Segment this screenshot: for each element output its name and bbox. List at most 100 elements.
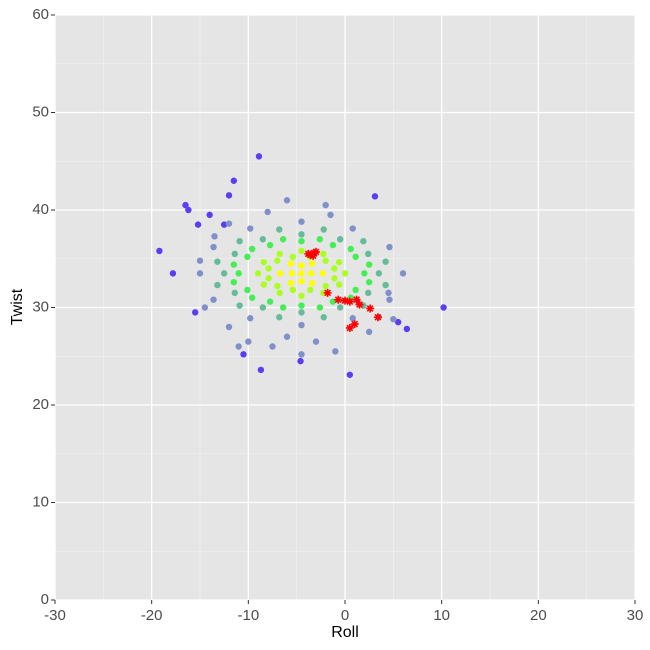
point — [264, 208, 271, 216]
point — [194, 221, 202, 228]
point — [375, 270, 383, 277]
point — [336, 258, 343, 266]
point — [365, 278, 373, 286]
point — [316, 236, 324, 243]
point — [210, 243, 217, 251]
point — [298, 277, 305, 285]
point — [236, 238, 243, 245]
point — [361, 270, 368, 277]
point — [308, 260, 316, 267]
point — [322, 201, 329, 209]
point — [360, 238, 367, 245]
point — [307, 286, 314, 294]
point — [276, 289, 283, 297]
point — [220, 221, 228, 228]
star-point — [323, 288, 332, 297]
point — [289, 286, 296, 294]
point — [274, 282, 281, 290]
point — [382, 281, 389, 289]
point — [206, 211, 213, 219]
point — [214, 281, 221, 289]
star-point — [355, 300, 364, 309]
point — [196, 270, 204, 277]
point — [266, 298, 274, 305]
point — [266, 241, 274, 249]
point — [169, 270, 177, 277]
point — [382, 258, 389, 265]
point — [225, 220, 233, 227]
point — [201, 304, 209, 311]
point — [297, 357, 304, 365]
point — [235, 270, 242, 277]
point — [265, 275, 272, 282]
x-tick-label: 20 — [530, 607, 547, 624]
point — [230, 278, 238, 286]
point — [259, 236, 267, 243]
point — [327, 211, 334, 219]
point — [279, 304, 287, 311]
point — [307, 270, 315, 277]
point — [230, 177, 238, 184]
point — [336, 304, 344, 311]
star-point — [352, 295, 361, 304]
point — [331, 275, 338, 282]
point — [247, 225, 254, 232]
point — [385, 289, 392, 297]
point — [277, 270, 284, 277]
point — [247, 315, 254, 322]
point — [265, 265, 272, 272]
point — [298, 247, 305, 255]
point — [298, 262, 305, 269]
point — [225, 192, 233, 199]
point — [288, 270, 296, 277]
point — [283, 197, 291, 204]
point — [231, 289, 238, 297]
point — [298, 309, 305, 316]
y-tick-label: 40 — [32, 201, 49, 218]
point — [365, 328, 373, 336]
point — [185, 206, 192, 214]
point — [331, 265, 338, 272]
point — [254, 270, 262, 277]
point — [156, 247, 163, 255]
point — [298, 351, 305, 358]
point — [182, 201, 189, 209]
point — [259, 304, 267, 311]
y-tick-label: 20 — [32, 396, 49, 413]
point — [210, 296, 217, 303]
point — [349, 315, 356, 322]
y-tick-label: 10 — [32, 493, 49, 510]
point — [371, 193, 379, 200]
point — [365, 289, 372, 297]
point — [329, 241, 337, 249]
y-tick-label: 0 — [41, 591, 49, 608]
point — [352, 253, 359, 260]
x-tick-label: -20 — [141, 607, 163, 624]
point — [276, 314, 283, 321]
point — [274, 257, 281, 264]
point — [336, 236, 344, 243]
point — [403, 325, 411, 333]
point — [236, 302, 243, 309]
point — [287, 279, 295, 287]
point — [440, 304, 447, 311]
point — [298, 321, 305, 329]
point — [320, 250, 327, 258]
point — [240, 351, 247, 358]
axes: -30 -20 -10 0 10 20 30 0 10 20 30 40 50 60 — [32, 6, 643, 624]
point — [386, 243, 393, 251]
star-point — [345, 297, 354, 306]
y-axis-label: Twist — [9, 288, 26, 325]
star-point — [373, 313, 382, 322]
x-tick-label: -30 — [44, 607, 66, 624]
point — [336, 281, 343, 288]
point — [276, 250, 283, 258]
point — [341, 270, 349, 277]
point — [322, 282, 329, 290]
star-point — [312, 247, 320, 256]
point — [249, 245, 256, 253]
point — [289, 253, 296, 260]
star-point — [304, 249, 313, 258]
point — [255, 153, 263, 160]
point — [287, 260, 295, 267]
